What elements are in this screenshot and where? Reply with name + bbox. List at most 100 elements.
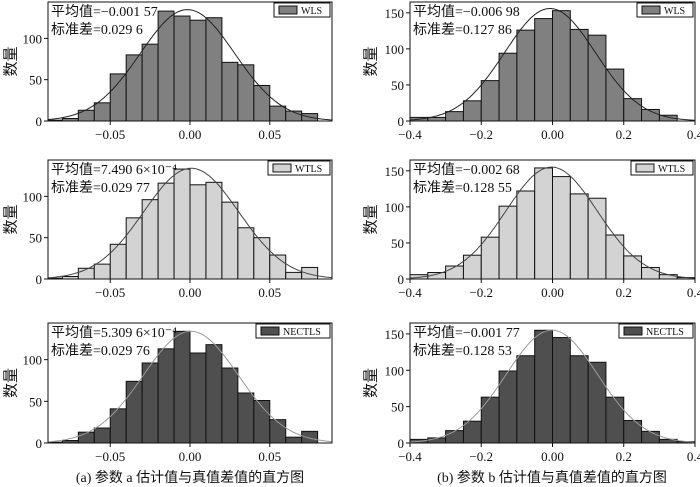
histogram-bar: [641, 430, 660, 444]
histogram-bar: [623, 419, 643, 444]
y-tick-label: 0: [36, 436, 43, 451]
histogram-bar: [205, 181, 223, 280]
histogram-bar: [141, 199, 159, 280]
histogram-bar: [253, 84, 271, 122]
x-tick-label: 0.2: [616, 449, 632, 464]
histogram-bar: [221, 61, 239, 122]
y-tick-label: 50: [29, 231, 42, 246]
histogram-bar: [427, 116, 447, 122]
legend-swatch: [272, 163, 292, 173]
mean-annotation: 平均值=−0.002 68: [413, 162, 520, 178]
std-annotation: 标准差=0.128 53: [413, 343, 512, 359]
histogram-bar: [253, 237, 271, 280]
y-tick-label: 50: [391, 236, 404, 251]
y-tick-label: 100: [385, 42, 405, 57]
caption-a: (a) 参数 a 估计值与真值差值的直方图: [76, 469, 304, 486]
histogram-bar: [534, 167, 553, 280]
histogram-bar: [445, 111, 464, 122]
histogram-bar: [516, 355, 536, 444]
x-tick-label: 0.00: [541, 285, 564, 300]
histogram-bar: [157, 182, 175, 280]
histogram-bar: [534, 329, 553, 444]
histogram-bar: [125, 54, 143, 122]
y-tick-label: 0: [36, 272, 43, 287]
std-annotation: 标准差=0.128 55: [413, 180, 512, 196]
histogram-bar: [641, 266, 660, 280]
histogram-bar: [93, 427, 111, 444]
normal-fit-curve: [409, 166, 696, 279]
x-tick-label: 0.05: [258, 127, 281, 142]
legend-label: WLS: [664, 6, 685, 17]
histogram-bar: [605, 234, 625, 280]
histogram-bar: [534, 18, 553, 122]
histogram-bar: [605, 396, 625, 444]
histogram-bar: [552, 176, 571, 280]
x-tick-label: 0.2: [616, 127, 632, 142]
histogram-bar: [498, 52, 518, 122]
std-annotation: 标准差=0.029 6: [51, 22, 143, 38]
legend-label: NECTLS: [646, 327, 684, 338]
histogram-bar: [109, 243, 127, 280]
x-tick-label: 0.2: [616, 285, 632, 300]
histogram-bar: [77, 431, 95, 444]
y-axis-label: 数量: [2, 204, 19, 234]
legend-label: NECTLS: [283, 327, 321, 338]
histogram-bar: [77, 267, 95, 280]
x-tick-label: 0.4: [687, 127, 700, 142]
histogram-bar: [516, 190, 536, 280]
mean-annotation: 平均值=−0.006 98: [413, 4, 520, 20]
normal-fit-curve: [409, 329, 695, 443]
histogram-bar: [205, 344, 223, 444]
histogram-bar: [141, 362, 159, 444]
histogram-bar: [125, 217, 143, 280]
histogram-bar: [237, 227, 255, 280]
histogram-bar: [285, 271, 303, 280]
histogram-bar: [269, 419, 287, 444]
x-tick-label: 0.4: [687, 285, 700, 300]
y-tick-label: 150: [385, 6, 405, 21]
histogram-bar: [605, 68, 625, 122]
legend-label: WTLS: [295, 164, 322, 175]
y-tick-label: 100: [23, 189, 43, 204]
histogram-panel-a-wls: −0.05 0.00 0.05 0 50 100 数量 平均值=−0.001 57 标准差=0.…: [2, 1, 333, 142]
legend-swatch: [260, 326, 280, 336]
histogram-bar: [587, 34, 607, 122]
histogram-bar: [237, 392, 255, 444]
legend-label: WTLS: [658, 164, 685, 175]
histogram-panel-b-wls: −0.4 −0.2 0.00 0.2 0.4 0 50 100 150 数量 平均值=−0.006 …: [362, 1, 700, 142]
histogram-bar: [480, 396, 500, 444]
caption-b: (b) 参数 b 估计值与真值差值的直方图: [437, 469, 667, 486]
histogram-bar: [189, 19, 207, 122]
legend-swatch: [623, 326, 643, 336]
histogram-bar: [173, 330, 191, 444]
histogram-panel-a-wtls: −0.05 0.00 0.05 0 50 100 数量 平均值=7.490 6×10⁻⁴ 标准差…: [2, 159, 333, 300]
y-tick-label: 50: [391, 400, 404, 415]
y-tick-label: 50: [391, 78, 404, 93]
x-tick-label: −0.2: [469, 449, 493, 464]
histogram-bar: [480, 236, 500, 280]
y-tick-label: 0: [398, 114, 405, 129]
y-axis-label: 数量: [362, 46, 379, 76]
histogram-bar: [157, 10, 175, 122]
x-tick-label: −0.4: [398, 127, 422, 142]
normal-fit-curve: [47, 9, 333, 121]
histogram-bar: [569, 355, 589, 444]
legend-label: WLS: [301, 6, 322, 17]
histogram-bar: [221, 367, 239, 444]
x-tick-label: −0.4: [398, 449, 422, 464]
histogram-panel-b-wtls: −0.4 −0.2 0.00 0.2 0.4 0 50 100 150 数量 平均值=−0.002 …: [362, 159, 700, 300]
mean-annotation: 平均值=5.309 6×10⁻⁴: [51, 325, 177, 341]
histogram-bar: [552, 10, 571, 122]
x-tick-label: 0.05: [258, 285, 281, 300]
y-axis-label: 数量: [2, 46, 19, 76]
y-axis-label: 数量: [362, 368, 379, 398]
histogram-bar: [93, 102, 111, 122]
y-tick-label: 0: [36, 114, 43, 129]
x-tick-label: 0.00: [179, 285, 202, 300]
std-annotation: 标准差=0.127 86: [413, 22, 512, 38]
histogram-bar: [462, 100, 482, 122]
histogram-bar: [189, 184, 207, 280]
y-tick-label: 150: [385, 164, 405, 179]
y-tick-label: 100: [385, 363, 405, 378]
